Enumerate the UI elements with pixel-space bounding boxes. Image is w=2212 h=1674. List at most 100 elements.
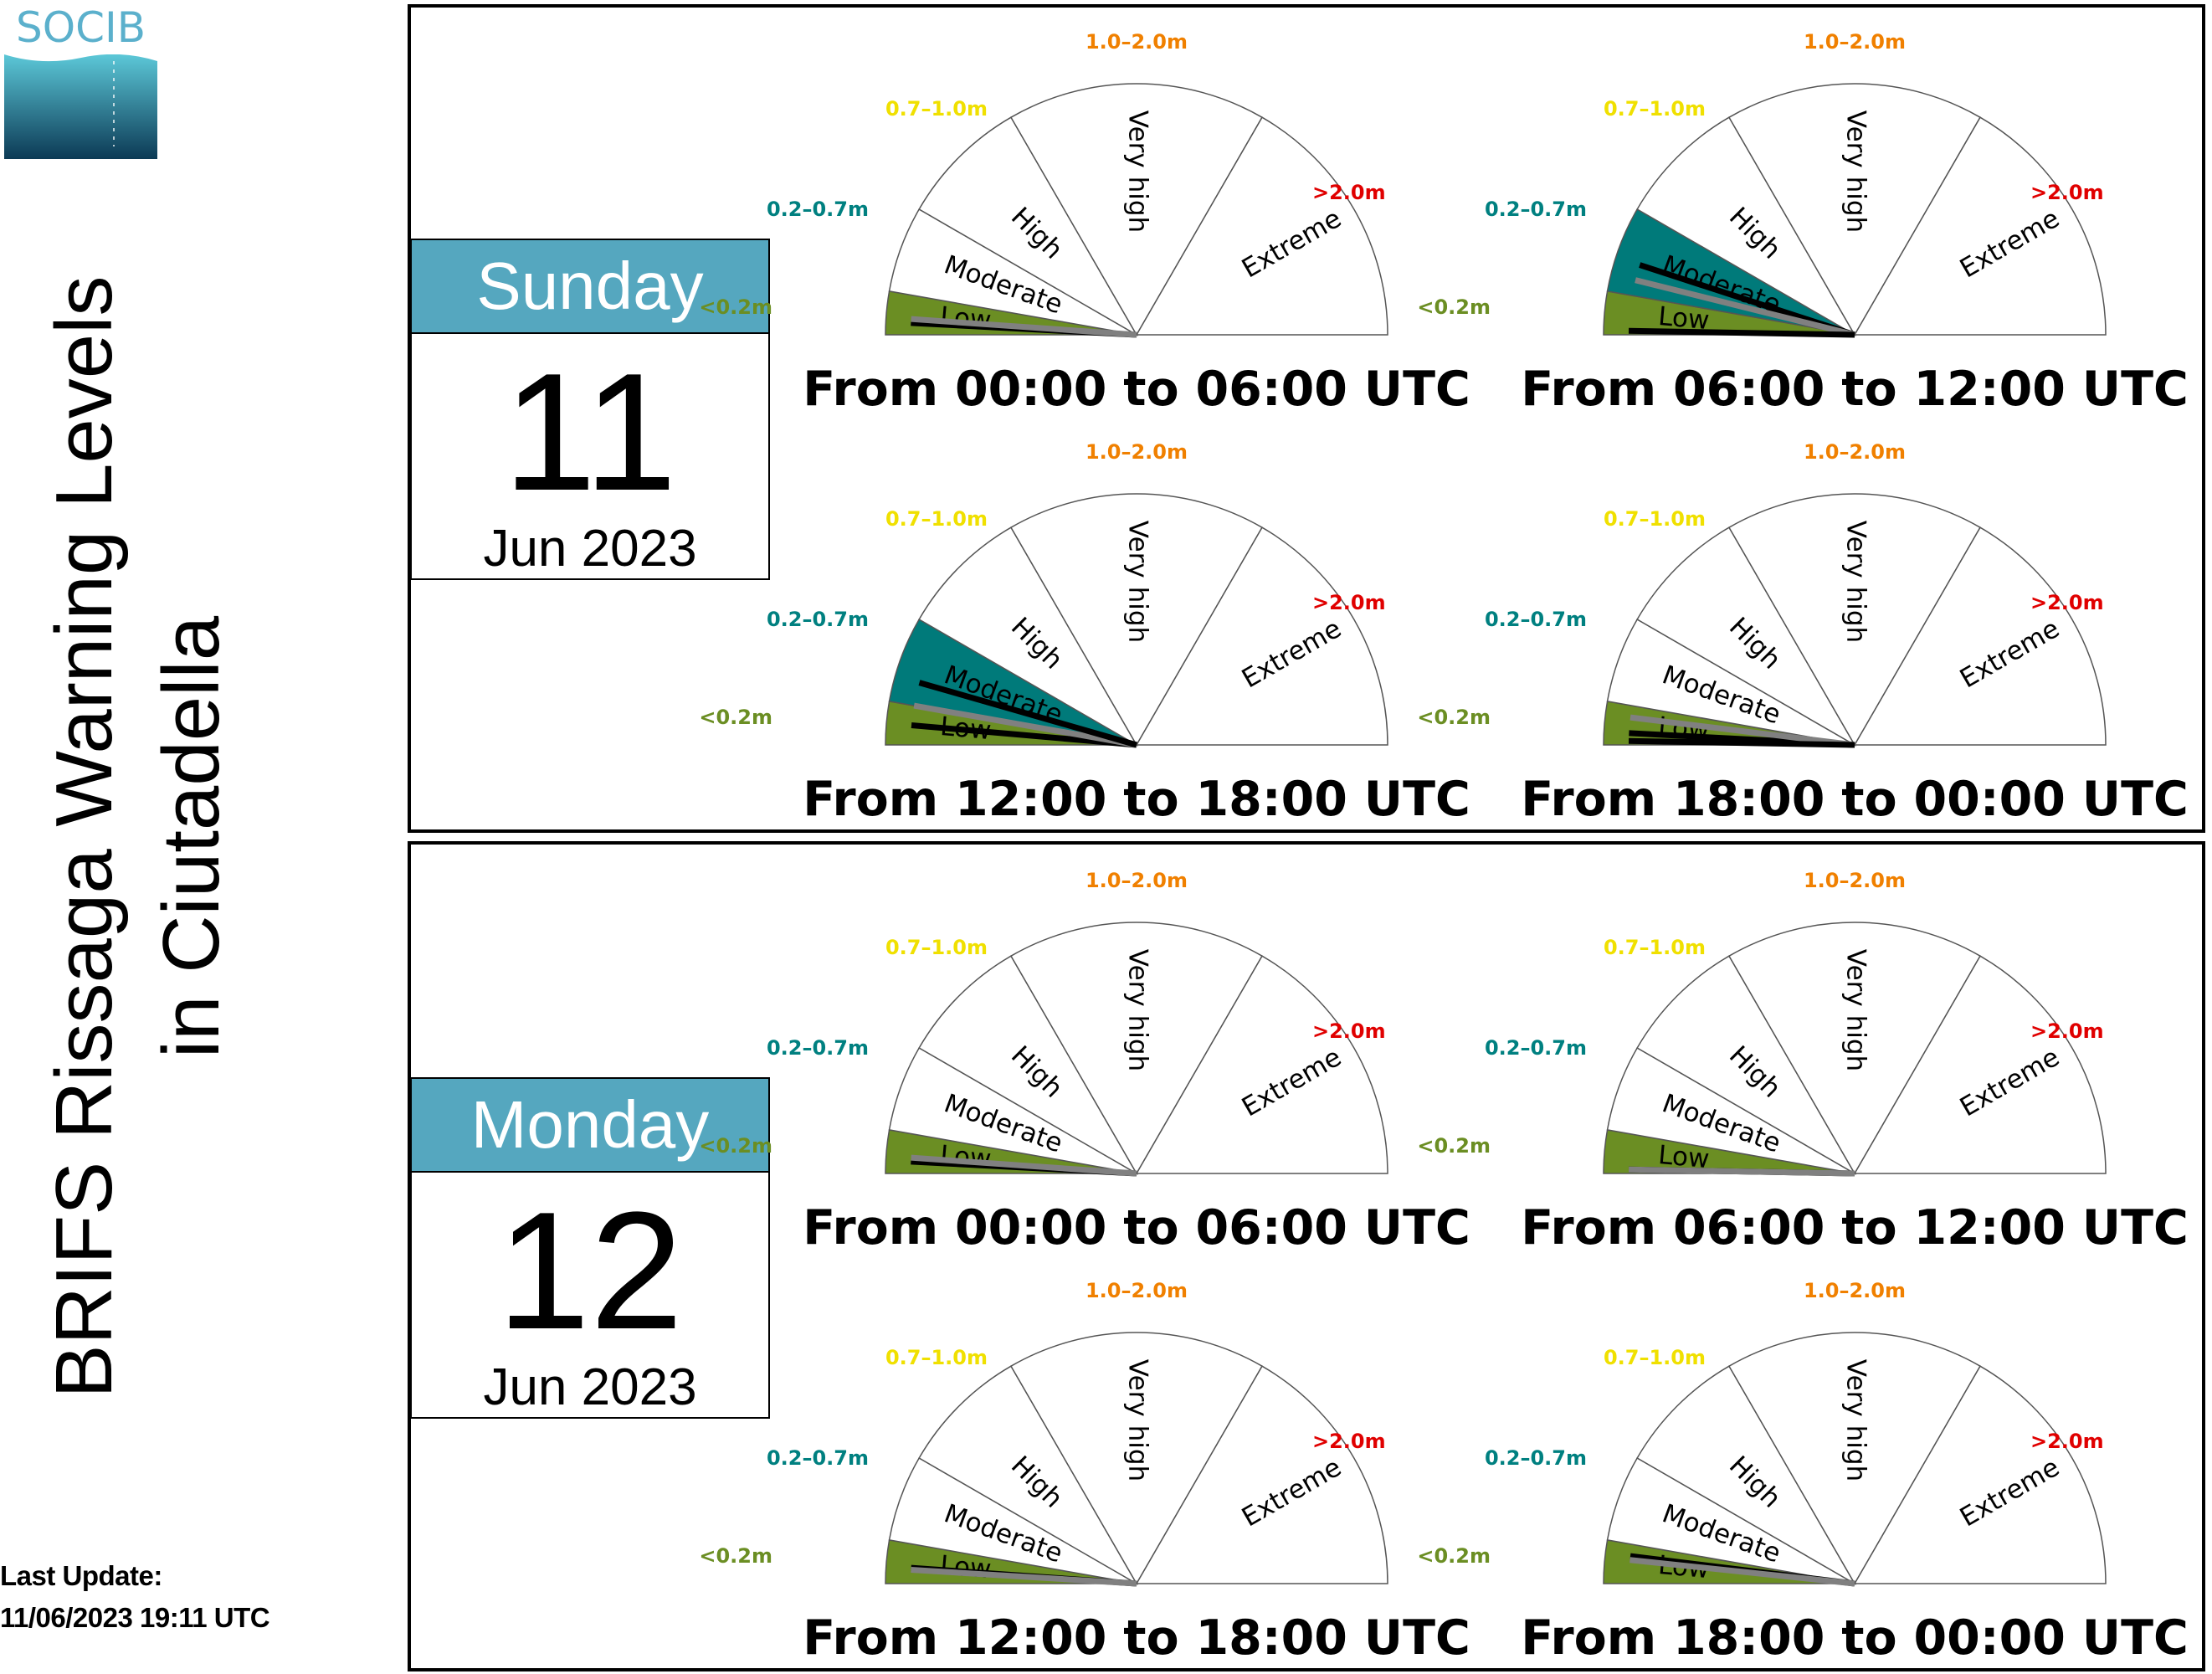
gauge-threshold-label: 1.0–2.0m [1804,1279,1906,1302]
gauge-threshold-label: 0.7–1.0m [1604,1346,1706,1369]
gauge-label-very-high: Very high [1841,1359,1871,1481]
gauge-threshold-label: 1.0–2.0m [1085,1279,1188,1302]
gauge-label-very-high: Very high [1123,1359,1153,1481]
period-caption: From 12:00 to 18:00 UTC [803,1610,1470,1666]
gauge-label-very-high: Very high [1841,521,1871,643]
gauge-segment-very-high [1009,83,1264,336]
gauge-threshold-label: >2.0m [2030,591,2104,614]
gauge-segment-extreme [1135,526,1388,746]
last-update-label: Last Update: [0,1560,162,1591]
gauge-segment-high [1636,1365,1857,1586]
gauge-threshold-label: 0.2–0.7m [1485,1446,1587,1470]
title-line-1: BRIFS Rissaga Warning Levels [39,275,129,1399]
calendar-month-year: Jun 2023 [483,1358,697,1416]
logo-text: SOCIB [15,3,146,52]
gauge-segment-high [918,955,1139,1176]
gauge-segment-very-high [1727,83,1982,336]
gauge-label-low: Low [939,1140,993,1174]
gauge-needle [913,702,1137,748]
last-update-value: 11/06/2023 19:11 UTC [0,1602,270,1633]
gauge-needle [1629,1557,1855,1587]
last-update: Last Update: 11/06/2023 19:11 UTC [0,1555,270,1639]
gauge-threshold-label: <0.2m [699,1544,772,1568]
gauge-threshold-label: 0.2–0.7m [1485,1036,1587,1060]
gauge-segment-very-high [1727,922,1982,1175]
gauge-needle [1629,714,1855,748]
gauge-segment-extreme [1853,1365,2107,1584]
period-caption: From 18:00 to 00:00 UTC [1521,1610,2189,1666]
gauge-needle [911,316,1137,338]
gauge-segment-extreme [1853,116,2107,336]
gauge-segment-high [1636,116,1857,337]
gauge-threshold-label: >2.0m [1312,1019,1386,1043]
gauge-threshold-label: 0.7–1.0m [1604,507,1706,531]
gauge-segment-extreme [1135,955,1388,1174]
gauge-label-very-high: Very high [1123,110,1153,233]
gauge-label-low: Low [939,1550,993,1584]
gauge-threshold-label: <0.2m [1417,295,1491,319]
gauge-threshold-label: 0.2–0.7m [767,198,869,221]
gauge-threshold-label: 1.0–2.0m [1085,440,1188,464]
gauge-threshold-label: 0.2–0.7m [767,1036,869,1060]
gauge-threshold-label: 1.0–2.0m [1804,30,1906,54]
socib-logo: SOCIB [4,4,157,159]
calendar-monday: Monday 12 Jun 2023 [410,1077,770,1419]
gauge-threshold-label: <0.2m [699,1134,772,1158]
gauge-threshold-label: 0.7–1.0m [885,97,988,121]
gauge-segment-extreme [1853,526,2107,746]
gauge-threshold-label: 0.7–1.0m [1604,97,1706,121]
gauge-segment-very-high [1009,493,1264,747]
gauge-segment-high [918,526,1139,747]
gauge-threshold-label: >2.0m [2030,1019,2104,1043]
gauge-segment-high [1636,955,1857,1176]
logo-wave-icon [4,54,157,159]
period-caption: From 18:00 to 00:00 UTC [1521,772,2189,827]
period-caption: From 12:00 to 18:00 UTC [803,772,1470,827]
calendar-day-number: 11 [503,339,677,526]
calendar-month-year: Jun 2023 [483,520,697,578]
gauge-threshold-label: >2.0m [2030,181,2104,204]
gauge-threshold-label: 0.7–1.0m [1604,936,1706,959]
day-frame-monday [408,841,2205,1671]
gauge-label-low: Low [939,301,993,336]
gauge-threshold-label: >2.0m [1312,591,1386,614]
day-frame-sunday [408,4,2205,833]
period-caption: From 00:00 to 06:00 UTC [803,362,1470,417]
calendar-weekday: Sunday [412,240,768,334]
gauge-label-very-high: Very high [1123,521,1153,643]
period-caption: From 06:00 to 12:00 UTC [1521,362,2189,417]
gauge-threshold-label: 0.7–1.0m [885,936,988,959]
gauge-threshold-label: <0.2m [1417,706,1491,729]
gauge-threshold-label: >2.0m [2030,1430,2104,1453]
calendar-weekday: Monday [412,1079,768,1173]
gauge-needle [911,721,1137,748]
gauge-needle [1628,327,1855,338]
gauge-segment-extreme [1135,1365,1388,1584]
gauge-segment-high [918,116,1139,337]
gauge-needle [1635,277,1855,338]
gauge-label-very-high: Very high [1841,110,1871,233]
gauge-segment-very-high [1727,1332,1982,1585]
page-title: BRIFS Rissaga Warning Levels in Ciutadel… [31,126,245,1548]
gauge-needle [911,1567,1137,1587]
gauge-threshold-label: 0.2–0.7m [1485,198,1587,221]
gauge-threshold-label: 0.7–1.0m [885,1346,988,1369]
gauge-threshold-label: <0.2m [699,706,772,729]
gauge-segment-very-high [1727,493,1982,747]
gauge-threshold-label: <0.2m [1417,1134,1491,1158]
gauge-threshold-label: <0.2m [1417,1544,1491,1568]
period-caption: From 06:00 to 12:00 UTC [1521,1200,2189,1256]
gauge-threshold-label: 0.2–0.7m [767,608,869,631]
gauge-threshold-label: >2.0m [1312,181,1386,204]
